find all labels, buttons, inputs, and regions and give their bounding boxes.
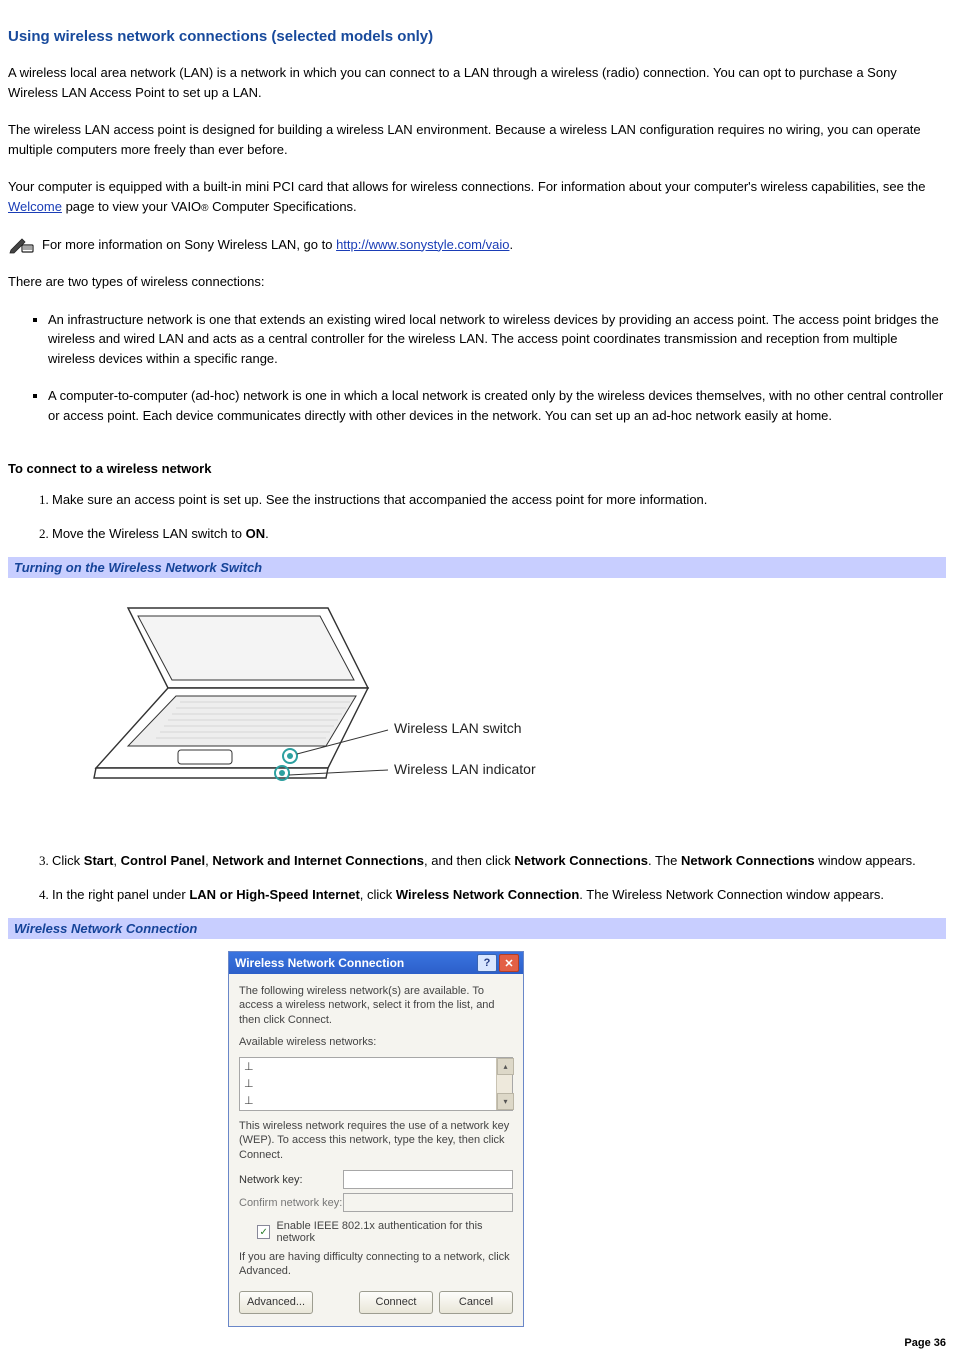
list-item: A computer-to-computer (ad-hoc) network …: [48, 386, 946, 425]
confirm-key-field: Confirm network key:: [239, 1193, 513, 1212]
text-bold: Control Panel: [121, 853, 206, 868]
text: page to view your VAIO: [62, 199, 201, 214]
page-number: Page 36: [8, 1337, 946, 1349]
text: Your computer is equipped with a built-i…: [8, 179, 926, 194]
advanced-button[interactable]: Advanced...: [239, 1291, 313, 1314]
welcome-link[interactable]: Welcome: [8, 199, 62, 214]
wep-required-text: This wireless network requires the use o…: [239, 1119, 513, 1162]
network-key-label: Network key:: [239, 1174, 343, 1186]
text-bold: ON: [246, 526, 266, 541]
help-icon[interactable]: ?: [477, 954, 497, 972]
text: .: [509, 237, 513, 252]
available-networks-label: Available wireless networks:: [239, 1035, 513, 1049]
checkbox-icon[interactable]: ✓: [257, 1225, 270, 1239]
text: For more information on Sony Wireless LA…: [42, 237, 336, 252]
text-bold: Network Connections: [681, 853, 815, 868]
paragraph-intro-2: The wireless LAN access point is designe…: [8, 120, 946, 159]
info-note: For more information on Sony Wireless LA…: [8, 234, 946, 254]
types-intro: There are two types of wireless connecti…: [8, 272, 946, 292]
text: Computer Specifications.: [209, 199, 357, 214]
text-bold: Network Connections: [514, 853, 648, 868]
cancel-button[interactable]: Cancel: [439, 1291, 513, 1314]
list-item: An infrastructure network is one that ex…: [48, 310, 946, 369]
figure-caption-dialog: Wireless Network Connection: [8, 918, 946, 939]
text: . The Wireless Network Connection window…: [579, 887, 884, 902]
text: .: [265, 526, 269, 541]
steps-list-2: Click Start, Control Panel, Network and …: [8, 851, 946, 904]
text: Move the Wireless LAN switch to: [52, 526, 246, 541]
dialog-body: The following wireless network(s) are av…: [229, 974, 523, 1326]
paragraph-intro-3: Your computer is equipped with a built-i…: [8, 177, 946, 216]
antenna-icon: ⊥: [244, 1094, 254, 1107]
text: window appears.: [815, 853, 916, 868]
network-key-input[interactable]: [343, 1170, 513, 1189]
difficulty-text: If you are having difficulty connecting …: [239, 1250, 513, 1279]
text: . The: [648, 853, 681, 868]
dialog-title: Wireless Network Connection: [235, 956, 404, 970]
dialog-button-row: Advanced... Connect Cancel: [239, 1287, 513, 1316]
antenna-icon: ⊥: [244, 1060, 254, 1073]
text: Click: [52, 853, 84, 868]
antenna-icon: ⊥: [244, 1077, 254, 1090]
text: , click: [360, 887, 396, 902]
dialog-intro-text: The following wireless network(s) are av…: [239, 984, 513, 1027]
text-bold: Wireless Network Connection: [396, 887, 579, 902]
steps-list-1: Make sure an access point is set up. See…: [8, 490, 946, 543]
connection-types-list: An infrastructure network is one that ex…: [8, 310, 946, 426]
step-2: Move the Wireless LAN switch to ON.: [52, 524, 946, 544]
text-bold: Network and Internet Connections: [212, 853, 424, 868]
ieee-checkbox-row[interactable]: ✓ Enable IEEE 802.1x authentication for …: [257, 1220, 513, 1244]
step-3: Click Start, Control Panel, Network and …: [52, 851, 946, 871]
close-icon[interactable]: ✕: [499, 954, 519, 972]
network-key-field: Network key:: [239, 1170, 513, 1189]
scroll-down-icon[interactable]: ▾: [497, 1093, 514, 1110]
paragraph-intro-1: A wireless local area network (LAN) is a…: [8, 63, 946, 102]
scroll-up-icon[interactable]: ▴: [497, 1058, 514, 1075]
wireless-dialog-figure: Wireless Network Connection ? ✕ The foll…: [228, 951, 946, 1327]
text: In the right panel under: [52, 887, 189, 902]
laptop-diagram: Wireless LAN switch Wireless LAN indicat…: [68, 598, 946, 811]
text-bold: LAN or High-Speed Internet: [189, 887, 359, 902]
page-title: Using wireless network connections (sele…: [8, 28, 946, 45]
confirm-key-label: Confirm network key:: [239, 1197, 343, 1209]
figure-caption-switch: Turning on the Wireless Network Switch: [8, 557, 946, 578]
dialog-titlebar: Wireless Network Connection ? ✕: [229, 952, 523, 974]
note-text: For more information on Sony Wireless LA…: [42, 237, 513, 252]
step-1: Make sure an access point is set up. See…: [52, 490, 946, 510]
ieee-checkbox-label: Enable IEEE 802.1x authentication for th…: [276, 1220, 513, 1244]
connect-button[interactable]: Connect: [359, 1291, 433, 1314]
xp-dialog: Wireless Network Connection ? ✕ The foll…: [228, 951, 524, 1327]
step-4: In the right panel under LAN or High-Spe…: [52, 885, 946, 905]
note-pencil-icon: [8, 234, 36, 254]
text: ,: [113, 853, 120, 868]
label-wlan-switch: Wireless LAN switch: [394, 720, 522, 736]
text: , and then click: [424, 853, 514, 868]
confirm-key-input[interactable]: [343, 1193, 513, 1212]
scrollbar[interactable]: ▴ ▾: [496, 1058, 512, 1110]
procedure-heading: To connect to a wireless network: [8, 461, 946, 476]
text-bold: Start: [84, 853, 114, 868]
sonystyle-link[interactable]: http://www.sonystyle.com/vaio: [336, 237, 509, 252]
available-networks-listbox[interactable]: ⊥ ⊥ ⊥ ▴ ▾: [239, 1057, 513, 1111]
registered-symbol: ®: [201, 203, 208, 214]
label-wlan-indicator: Wireless LAN indicator: [394, 761, 536, 777]
